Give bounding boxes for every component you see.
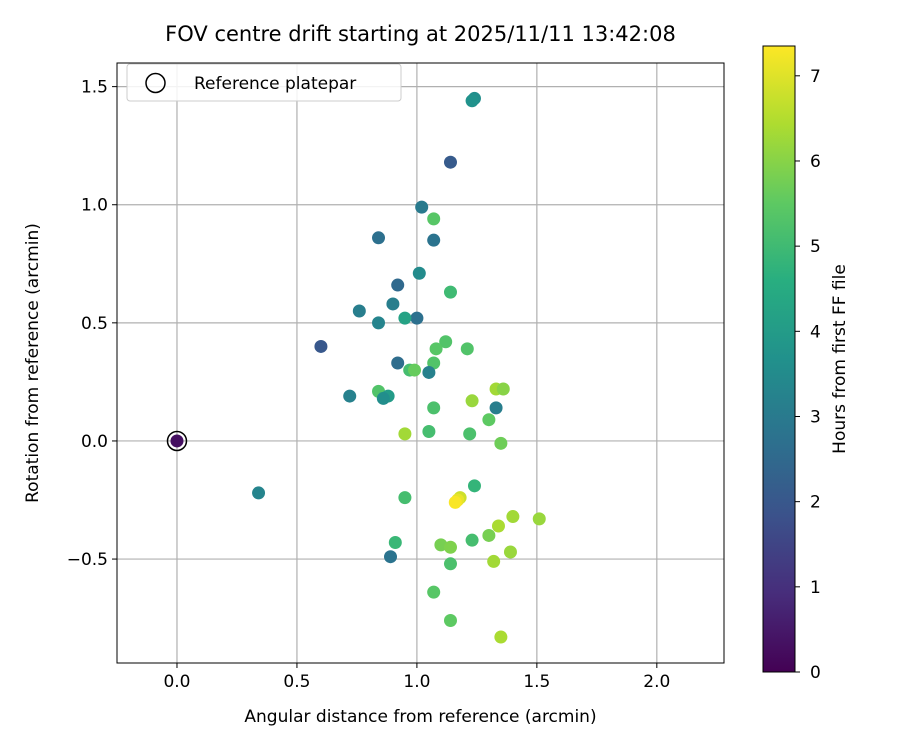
x-tick-label: 1.0 <box>403 672 430 692</box>
data-point <box>532 512 546 526</box>
chart-title: FOV centre drift starting at 2025/11/11 … <box>165 22 676 46</box>
data-point <box>252 486 266 500</box>
legend-box <box>126 63 402 102</box>
colorbar-tick-label: 5 <box>810 237 821 257</box>
data-point <box>496 382 510 396</box>
data-point <box>494 630 508 644</box>
data-point <box>352 304 366 318</box>
data-point <box>412 266 426 280</box>
colorbar-gradient <box>763 46 795 672</box>
colorbar-tick-label: 6 <box>810 152 821 172</box>
data-point <box>443 557 457 571</box>
data-point <box>506 510 520 524</box>
y-tick-label: 0.0 <box>81 432 108 452</box>
data-point <box>372 316 386 330</box>
data-point <box>443 540 457 554</box>
data-point <box>465 394 479 408</box>
legend: Reference platepar <box>126 63 402 102</box>
data-point <box>491 519 505 533</box>
colorbar-tick-label: 3 <box>810 407 821 427</box>
data-point <box>343 389 357 403</box>
colorbar-tick-label: 0 <box>810 663 821 683</box>
data-point <box>398 427 412 441</box>
y-axis-label: Rotation from reference (arcmin) <box>23 223 43 503</box>
legend-label: Reference platepar <box>194 74 356 94</box>
data-point <box>386 297 400 311</box>
axis-ticks: 0.0 0.5 1.0 1.5 2.0 −0.5 0.0 0.5 1.0 1.5 <box>67 78 671 692</box>
data-point <box>429 342 443 356</box>
data-point <box>467 479 481 493</box>
y-tick-label: 1.0 <box>81 196 108 216</box>
data-point <box>372 231 386 245</box>
data-point <box>482 413 496 427</box>
data-point <box>427 212 441 226</box>
data-point <box>427 233 441 247</box>
y-tick-label: −0.5 <box>67 550 108 570</box>
data-point <box>398 491 412 505</box>
data-point <box>443 155 457 169</box>
x-tick-label: 2.0 <box>643 672 670 692</box>
x-tick-label: 1.5 <box>523 672 550 692</box>
data-point <box>448 495 462 509</box>
y-tick-label: 1.5 <box>81 78 108 98</box>
plot-frame <box>116 62 725 664</box>
x-tick-label: 0.5 <box>283 672 310 692</box>
colorbar-label: Hours from first FF file <box>830 264 850 454</box>
data-point <box>388 536 402 550</box>
colorbar-frame <box>762 45 796 673</box>
data-point <box>391 278 405 292</box>
data-point <box>422 365 436 379</box>
data-point <box>443 285 457 299</box>
data-point <box>376 391 390 405</box>
data-point <box>314 339 328 353</box>
x-tick-label: 0.0 <box>163 672 190 692</box>
data-point <box>398 311 412 325</box>
data-point <box>415 200 429 214</box>
y-tick-label: 0.5 <box>81 314 108 334</box>
colorbar-tick-label: 7 <box>810 67 821 87</box>
data-point <box>384 550 398 564</box>
colorbar-tick-label: 4 <box>810 322 821 342</box>
data-point <box>443 613 457 627</box>
data-point <box>170 434 184 448</box>
colorbar-ticks: 0 1 2 3 4 5 6 7 <box>795 67 821 683</box>
data-point <box>422 425 436 439</box>
colorbar-tick-label: 1 <box>810 578 821 598</box>
data-point <box>408 363 422 377</box>
data-point <box>460 342 474 356</box>
data-point <box>503 545 517 559</box>
data-points <box>166 91 546 644</box>
data-point <box>489 401 503 415</box>
data-point <box>427 585 441 599</box>
colorbar-tick-label: 2 <box>810 493 821 513</box>
data-point <box>482 528 496 542</box>
data-point <box>487 554 501 568</box>
data-point <box>494 436 508 450</box>
colorbar: 0 1 2 3 4 5 6 7 Hours from first FF file <box>762 45 850 683</box>
data-point <box>391 356 405 370</box>
x-axis-label: Angular distance from reference (arcmin) <box>244 707 596 727</box>
reference-platepar-marker <box>166 430 188 452</box>
data-point <box>463 427 477 441</box>
data-point <box>427 401 441 415</box>
plot-area <box>117 63 724 663</box>
legend-marker-icon <box>145 72 166 94</box>
data-point <box>465 533 479 547</box>
data-point <box>410 311 424 325</box>
data-point <box>439 335 453 349</box>
data-point <box>465 94 479 108</box>
